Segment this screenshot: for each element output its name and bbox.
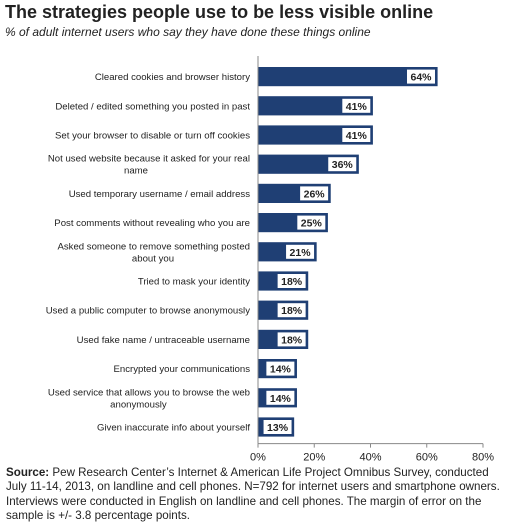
category-label-line: Deleted / edited something you posted in… — [55, 101, 250, 112]
value-label-box — [297, 215, 326, 230]
category-label: Used a public computer to browse anonymo… — [46, 306, 250, 317]
category-label: Post comments without revealing who you … — [54, 218, 250, 229]
category-label: Not used website because it asked for yo… — [48, 154, 250, 177]
value-label: 64% — [410, 72, 432, 84]
value-label: 26% — [304, 188, 326, 200]
category-label-line: Not used website because it asked for yo… — [48, 154, 250, 165]
category-label: Encrypted your communications — [113, 364, 250, 375]
value-label: 41% — [346, 101, 368, 113]
source-text: Pew Research Center’s Internet & America… — [6, 466, 500, 523]
category-label: Asked someone to remove something posted… — [57, 241, 250, 264]
x-tick-label: 20% — [303, 452, 325, 464]
value-label: 25% — [301, 218, 323, 230]
value-label: 36% — [332, 159, 354, 171]
value-label: 18% — [281, 276, 303, 288]
bar-chart: 64%41%41%36%26%25%21%18%18%18%14%14%13% … — [46, 56, 494, 464]
value-label-box — [277, 332, 306, 347]
value-label-box — [266, 361, 295, 376]
category-label-line: Encrypted your communications — [113, 364, 250, 375]
source-label: Source: — [6, 466, 50, 479]
category-label-line: Given inaccurate info about yourself — [97, 423, 250, 434]
category-label-line: Used service that allows you to browse t… — [48, 387, 250, 398]
category-label: Set your browser to disable or turn off … — [55, 131, 250, 142]
value-label: 18% — [281, 305, 303, 317]
x-axis: 0% 20% 40% 60% 80% — [250, 56, 494, 464]
value-label: 41% — [346, 130, 368, 142]
value-label-box — [277, 303, 306, 318]
value-label-box — [266, 390, 295, 405]
category-label-line: Used temporary username / email address — [69, 189, 250, 200]
category-label-line: anonymously — [110, 399, 167, 410]
category-label: Cleared cookies and browser history — [95, 72, 250, 83]
category-label-line: name — [124, 166, 148, 177]
value-label: 14% — [270, 393, 292, 405]
category-label-line: Used fake name / untraceable username — [77, 335, 250, 346]
category-label-line: Asked someone to remove something posted — [57, 241, 250, 252]
source-note: Source: Pew Research Center’s Internet &… — [6, 466, 504, 524]
bars-layer: 64% 41% 41% 36% 26% 25% 21% 18% 18% 18% 14% 14% 13% — [257, 66, 439, 438]
value-label-box — [277, 274, 306, 288]
chart-subtitle: % of adult internet users who say they h… — [5, 25, 371, 39]
x-tick-label: 60% — [416, 452, 438, 464]
value-label: 13% — [267, 422, 289, 434]
value-label-box — [263, 420, 292, 434]
value-label-box — [342, 98, 371, 113]
value-label: 14% — [270, 364, 292, 376]
category-label: Given inaccurate info about yourself — [97, 423, 250, 434]
category-label-line: Used a public computer to browse anonymo… — [46, 306, 250, 317]
category-label-line: Set your browser to disable or turn off … — [55, 131, 250, 142]
value-label: 18% — [281, 334, 303, 346]
value-label: 21% — [290, 247, 312, 259]
category-label-line: Tried to mask your identity — [138, 277, 250, 288]
category-label-line: about you — [132, 253, 174, 264]
category-labels: Cleared cookies and browser history Delet… — [46, 72, 251, 433]
value-label-box — [342, 128, 371, 142]
category-label: Used fake name / untraceable username — [77, 335, 250, 346]
category-label: Tried to mask your identity — [138, 277, 250, 288]
value-label-box — [286, 244, 315, 259]
category-label-line: Post comments without revealing who you … — [54, 218, 250, 229]
chart-title: The strategies people use to be less vis… — [5, 2, 434, 22]
category-label-line: Cleared cookies and browser history — [95, 72, 250, 83]
category-label: Used service that allows you to browse t… — [48, 387, 250, 410]
x-tick-label: 40% — [359, 452, 381, 464]
value-label-box — [300, 186, 329, 201]
x-tick-label: 0% — [250, 452, 266, 464]
value-label-box — [328, 157, 357, 172]
x-tick-label: 80% — [472, 452, 494, 464]
category-label: Used temporary username / email address — [69, 189, 250, 200]
category-label: Deleted / edited something you posted in… — [55, 101, 250, 112]
value-label-box — [407, 69, 435, 84]
